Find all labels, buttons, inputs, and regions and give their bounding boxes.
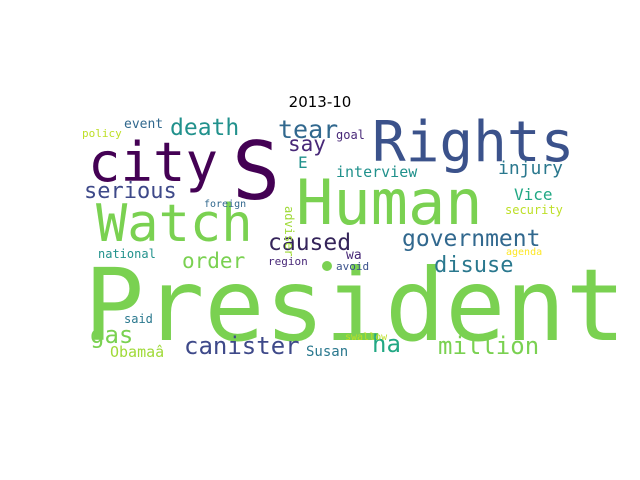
word-tear: tear	[278, 115, 339, 144]
word-e: E	[298, 153, 308, 172]
word-president: President	[84, 247, 626, 364]
word-said: said	[124, 312, 153, 326]
word-watch: Watch	[96, 194, 253, 254]
word-million: million	[438, 332, 540, 360]
word-government: government	[402, 226, 541, 252]
word-wa: wa	[346, 248, 362, 263]
word-obamaa: Obamaâ	[110, 343, 165, 361]
word-caused: caused	[268, 230, 352, 256]
word-serious: serious	[84, 179, 177, 204]
word-interview: interview	[336, 163, 418, 181]
word-adviser: adviser	[282, 206, 296, 257]
word-rights: Rights	[372, 110, 575, 175]
figure-title: 2013-10	[288, 93, 352, 111]
word-ha: ha	[372, 330, 401, 358]
word-gas: gas	[90, 321, 134, 349]
word-policy: policy	[82, 127, 122, 140]
word-injury: injury	[498, 158, 564, 179]
word-agenda: agenda	[506, 247, 543, 258]
word-avoid: avoid	[336, 260, 370, 273]
word-city: city	[88, 131, 219, 194]
word-say: say	[288, 132, 326, 156]
word-disuse: disuse	[434, 253, 514, 278]
word-region: region	[268, 255, 308, 268]
word-swallow: swallow	[345, 332, 388, 343]
word-death: death	[170, 115, 240, 141]
word-order: order	[182, 249, 246, 273]
word-vice: Vice	[514, 185, 553, 204]
word-event: event	[124, 117, 164, 132]
word-canister: canister	[184, 332, 300, 360]
word-human: Human	[296, 166, 483, 239]
word-cloud	[80, 116, 560, 368]
dot-mark	[322, 261, 332, 271]
word-susan: Susan	[306, 344, 349, 360]
word-national: national	[98, 247, 156, 261]
word-foreign: foreign	[204, 199, 247, 210]
word-goal: goal	[336, 128, 365, 142]
word-security: security	[505, 203, 563, 217]
word-s: S	[232, 125, 281, 218]
